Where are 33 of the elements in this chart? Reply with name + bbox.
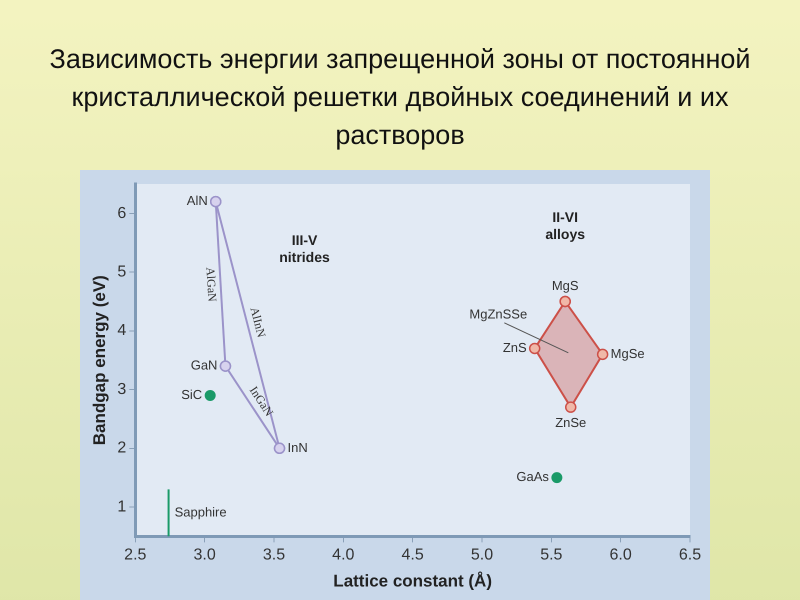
- x-tick-label: 5.5: [540, 546, 563, 564]
- y-tick-label: 5: [117, 264, 126, 281]
- x-tick-label: 3.5: [262, 546, 286, 564]
- y-tick-label: 6: [117, 204, 126, 222]
- annotation: MgS: [552, 278, 579, 294]
- annotation: ZnS: [502, 340, 528, 356]
- chart-title: Зависимость энергии запрещенной зоны от постоянной кристаллической решетки двойных соединений и их растворов: [48, 43, 752, 152]
- annotation: III-V nitrides: [279, 232, 330, 265]
- x-tick-label: 2.5: [124, 546, 147, 564]
- annotation: AlN: [186, 193, 208, 208]
- x-tick-label: 6.0: [610, 546, 632, 564]
- x-tick-label: 6.5: [678, 546, 702, 564]
- annotation: MgZnSSe: [469, 306, 528, 322]
- annotation: MgSe: [610, 346, 645, 361]
- annotation: GaN: [190, 358, 218, 373]
- text: AlGaN: [203, 266, 220, 302]
- annotation: GaAs: [516, 469, 550, 484]
- x-tick-label: 4.5: [402, 546, 424, 564]
- y-tick-label: 4: [117, 322, 126, 340]
- y-tick-label: 1: [117, 498, 126, 516]
- text: AlInN: [248, 306, 269, 340]
- x-tick-label: 3.0: [194, 546, 216, 564]
- x-tick-label: 5.0: [470, 546, 494, 564]
- annotation: II-VI alloys: [545, 208, 586, 242]
- x-axis-title: Lattice constant (Å): [333, 571, 492, 590]
- annotation: SiC: [181, 387, 202, 402]
- annotation: ZnSe: [555, 414, 586, 430]
- y-tick-label: 2: [117, 440, 126, 457]
- annotation: InN: [288, 440, 308, 455]
- series-label: Sapphire: [174, 504, 227, 520]
- x-tick-label: 4.0: [332, 546, 355, 564]
- y-axis-title: Bandgap energy (eV): [90, 275, 109, 446]
- y-tick-label: 3: [117, 380, 126, 398]
